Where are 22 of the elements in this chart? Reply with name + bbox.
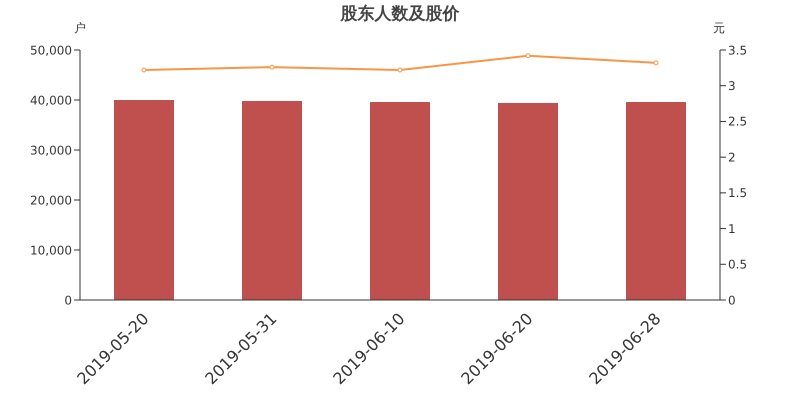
y-tick-label: 50,000 xyxy=(30,43,72,58)
point xyxy=(654,60,658,66)
y-tick-label: 40,000 xyxy=(30,93,72,108)
point xyxy=(398,68,402,72)
point xyxy=(142,68,146,72)
point xyxy=(270,64,274,70)
y-tick-label: 0 xyxy=(64,293,72,308)
y2-tick-label: 0 xyxy=(728,293,736,308)
y2-tick-label: 3.5 xyxy=(728,43,748,58)
y2-tick-label: 0.5 xyxy=(728,258,748,272)
y2-tick-label: 2 xyxy=(728,150,736,164)
y2-tick-label: 1.5 xyxy=(728,186,748,200)
y-tick-label: 30,000 xyxy=(30,143,72,158)
point xyxy=(526,53,530,58)
y2-tick-label: 2.5 xyxy=(728,114,748,129)
y2-tick-label: 3 xyxy=(728,78,736,93)
y2-tick-label: 1 xyxy=(728,222,736,236)
y2-axis-title: 元 xyxy=(713,20,725,37)
y-tick-label: 10,000 xyxy=(30,243,72,258)
y-tick-label: 20,000 xyxy=(30,193,72,208)
chart-title: 股东人数及股价 xyxy=(340,4,460,24)
y-axis-title: 户 xyxy=(74,20,86,37)
